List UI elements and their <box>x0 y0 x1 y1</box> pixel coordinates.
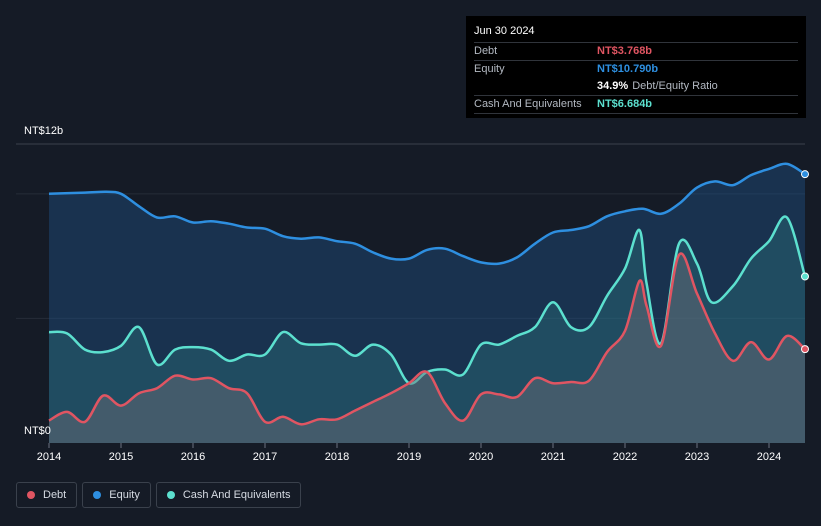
debt-line <box>48 252 806 426</box>
debt-end-marker <box>801 345 809 354</box>
tooltip-panel: Jun 30 2024 Debt NT$3.768b Equity NT$10.… <box>466 16 806 118</box>
tooltip-debt-label: Debt <box>474 45 498 57</box>
series-group <box>48 162 807 443</box>
x-tick-label: 2014 <box>36 451 62 463</box>
tooltip-date: Jun 30 2024 <box>474 24 798 43</box>
legend-item-equity[interactable]: Equity <box>82 482 151 508</box>
tooltip-equity-row: Equity NT$10.790b <box>474 61 798 78</box>
cash-dot-icon <box>166 491 175 499</box>
tooltip-cash-row: Cash And Equivalents NT$6.684b <box>474 96 798 114</box>
tooltip-debt-value: NT$3.768b <box>597 45 653 57</box>
tooltip-ratio-value: 34.9% <box>597 80 629 92</box>
x-tick-label: 2023 <box>684 451 710 463</box>
x-tick-label: 2021 <box>540 451 566 463</box>
end-markers <box>801 170 809 354</box>
legend-item-cash[interactable]: Cash And Equivalents <box>155 482 302 508</box>
tooltip-ratio-label: Debt/Equity Ratio <box>632 80 718 92</box>
equity-dot-icon <box>93 491 102 499</box>
equity-line <box>48 162 806 266</box>
x-tick-label: 2022 <box>612 451 638 463</box>
legend-item-debt[interactable]: Debt <box>16 482 78 508</box>
x-tick-label: 2016 <box>180 451 206 463</box>
x-tick-label: 2015 <box>108 451 134 463</box>
y-tick-label-top: NT$12b <box>24 125 64 137</box>
tooltip-cash-label: Cash And Equivalents <box>474 98 582 110</box>
x-tick-label: 2017 <box>252 451 278 463</box>
x-tick-label: 2019 <box>396 451 422 463</box>
tooltip-equity-value: NT$10.790b <box>597 63 659 75</box>
x-tick-label: 2018 <box>324 451 350 463</box>
legend: Debt Equity Cash And Equivalents <box>16 482 302 508</box>
legend-debt-label: Debt <box>43 489 67 501</box>
y-tick-label-bottom: NT$0 <box>24 425 51 437</box>
cash-area <box>49 216 805 443</box>
legend-cash-label: Cash And Equivalents <box>182 489 291 501</box>
debt-dot-icon <box>27 491 35 499</box>
cash-line <box>48 215 807 385</box>
tooltip-debt-row: Debt NT$3.768b <box>474 43 798 61</box>
equity-area <box>49 163 805 443</box>
cash-end-marker <box>801 272 809 281</box>
tooltip-equity-label: Equity <box>474 63 505 75</box>
legend-equity-label: Equity <box>109 489 140 501</box>
tooltip-ratio-row: 34.9% Debt/Equity Ratio <box>474 78 798 96</box>
x-tick-label: 2020 <box>468 451 494 463</box>
gridlines <box>16 143 805 448</box>
equity-end-marker <box>801 170 809 179</box>
x-tick-label: 2024 <box>756 451 782 463</box>
debt-area <box>49 253 805 443</box>
tooltip-cash-value: NT$6.684b <box>597 98 653 110</box>
